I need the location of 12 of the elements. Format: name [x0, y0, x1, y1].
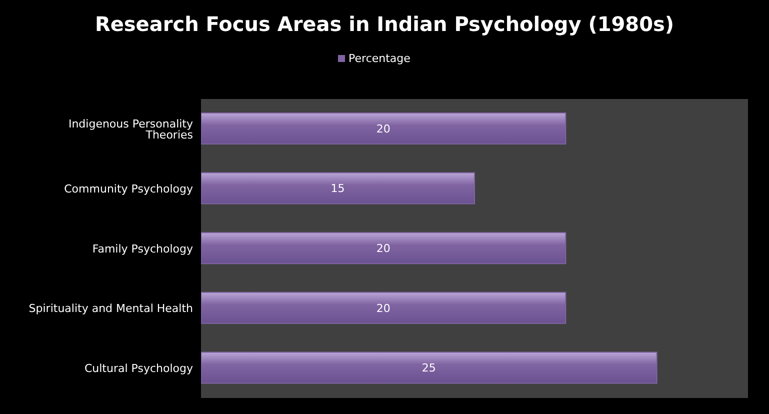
y-tick-label: Cultural Psychology — [84, 362, 194, 376]
legend-label: Percentage — [348, 52, 410, 65]
y-tick-label: Community Psychology — [64, 182, 194, 196]
chart-title: Research Focus Areas in Indian Psychology (1980s) — [94, 12, 676, 36]
y-tick-label: Spirituality and Mental Health — [28, 302, 194, 316]
data-label: 20 — [376, 242, 390, 256]
data-label: 15 — [330, 182, 345, 196]
data-label: 25 — [422, 362, 436, 375]
y-tick-label: Family Psychology — [92, 242, 194, 256]
data-label: 20 — [376, 302, 390, 315]
y-tick-label: Indigenous Personality Theories — [68, 117, 194, 142]
data-label: 20 — [376, 122, 390, 136]
